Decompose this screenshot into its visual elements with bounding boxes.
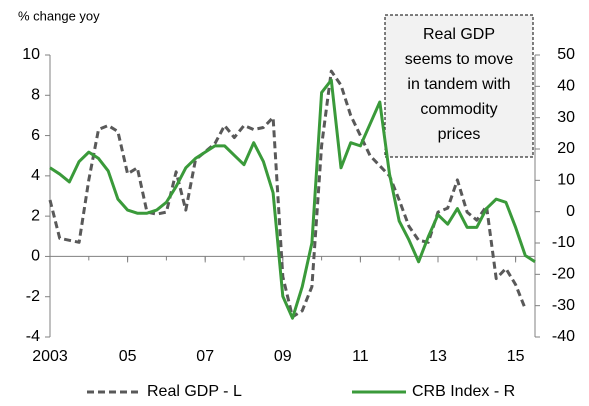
x-tick-label: 05 bbox=[119, 348, 137, 365]
y-tick-label: 0 bbox=[31, 248, 40, 265]
y-tick-label: 6 bbox=[31, 127, 40, 144]
y2-tick-label: -10 bbox=[552, 234, 575, 251]
y2-tick-label: 50 bbox=[557, 46, 575, 63]
annotation-text: Real GDP bbox=[423, 26, 495, 43]
x-tick-label: 11 bbox=[352, 348, 369, 365]
y2-tick-label: 30 bbox=[557, 109, 575, 126]
y-tick-label: 8 bbox=[31, 87, 40, 104]
x-tick-label: 09 bbox=[274, 348, 292, 365]
y-tick-label: -4 bbox=[26, 328, 40, 345]
y2-tick-label: 40 bbox=[557, 78, 575, 95]
y2-tick-label: -20 bbox=[552, 266, 575, 283]
annotation-text: seems to move bbox=[405, 51, 514, 68]
x-tick-label: 15 bbox=[507, 348, 525, 365]
x-tick-label: 07 bbox=[196, 348, 214, 365]
series-line bbox=[49, 78, 536, 320]
annotation-text: prices bbox=[438, 126, 481, 143]
y2-tick-label: 20 bbox=[557, 140, 575, 157]
x-tick-label: 13 bbox=[429, 348, 447, 365]
y2-tick-label: 10 bbox=[557, 172, 575, 189]
y-tick-label: -2 bbox=[26, 288, 40, 305]
annotation-text: in tandem with bbox=[407, 76, 510, 93]
legend-label: Real GDP - L bbox=[147, 383, 242, 400]
y2-tick-label: -40 bbox=[552, 328, 575, 345]
annotation-text: commodity bbox=[420, 101, 497, 118]
y-tick-label: 2 bbox=[31, 207, 40, 224]
y-axis-label: % change yoy bbox=[18, 8, 100, 23]
x-tick-label: 2003 bbox=[32, 348, 68, 365]
y2-tick-label: 0 bbox=[566, 203, 575, 220]
legend-label: CRB Index - R bbox=[412, 383, 515, 400]
annotation-box bbox=[384, 14, 534, 158]
series-line bbox=[48, 69, 527, 319]
y2-tick-label: -30 bbox=[552, 297, 575, 314]
y-tick-label: 4 bbox=[31, 167, 40, 184]
y-tick-label: 10 bbox=[22, 46, 40, 63]
